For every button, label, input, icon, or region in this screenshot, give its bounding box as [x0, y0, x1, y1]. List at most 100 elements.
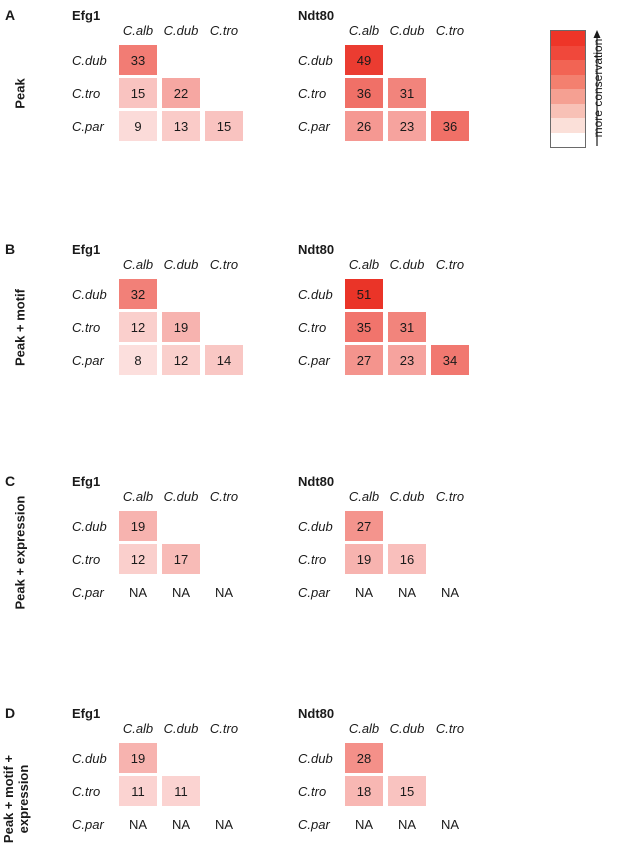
- heatmap-cell: 14: [205, 345, 243, 375]
- row-title-line: Peak: [12, 78, 28, 109]
- heatmap-cell: 17: [162, 544, 200, 574]
- na-label: NA: [440, 585, 460, 600]
- panel-letter: C: [5, 473, 16, 489]
- heatmap-cell: 51: [345, 279, 383, 309]
- legend-color-step: [551, 31, 585, 46]
- column-label: C.dub: [389, 257, 425, 272]
- heatmap-matrix: Ndt80 C.alb C.dub C.tro C.dub 51 C.tro 35 31 C.pa…: [298, 242, 538, 375]
- row-title-line: Peak + motif: [12, 289, 28, 366]
- color-scale-legend: [550, 30, 586, 148]
- heatmap-cell: 26: [345, 111, 383, 141]
- heatmap-cell: 36: [345, 78, 383, 108]
- na-label: NA: [214, 585, 234, 600]
- row-label: C.dub: [298, 287, 333, 302]
- matrix-title: Ndt80: [298, 474, 335, 489]
- legend-color-step: [551, 103, 585, 118]
- row-label: C.dub: [72, 287, 107, 302]
- na-label: NA: [128, 817, 148, 832]
- heatmap-cell: 15: [119, 78, 157, 108]
- column-label: C.alb: [122, 721, 154, 736]
- column-label: C.dub: [389, 23, 425, 38]
- row-label: C.tro: [298, 784, 327, 799]
- panel-letter: A: [5, 7, 16, 23]
- column-label: C.alb: [348, 721, 380, 736]
- heatmap-cell: 27: [345, 345, 383, 375]
- column-label: C.alb: [122, 23, 154, 38]
- matrix-title: Ndt80: [298, 242, 335, 257]
- panel-letter: B: [5, 241, 16, 257]
- heatmap-cell: 34: [431, 345, 469, 375]
- heatmap-matrix: Ndt80 C.alb C.dub C.tro C.dub 28 C.tro 18 15 C.pa…: [298, 706, 538, 836]
- column-label: C.dub: [163, 721, 199, 736]
- column-label: C.dub: [389, 489, 425, 504]
- row-label: C.par: [298, 119, 330, 134]
- legend-color-step: [551, 60, 585, 75]
- heatmap-cell: 28: [345, 743, 383, 773]
- row-label: C.par: [72, 353, 104, 368]
- row-label: C.tro: [298, 86, 327, 101]
- heatmap-cell: 27: [345, 511, 383, 541]
- column-label: C.alb: [122, 257, 154, 272]
- column-label: C.alb: [122, 489, 154, 504]
- row-label: C.tro: [72, 86, 101, 101]
- na-label: NA: [397, 817, 417, 832]
- na-label: NA: [440, 817, 460, 832]
- matrix-title: Ndt80: [298, 706, 335, 721]
- heatmap-matrix: Efg1 C.alb C.dub C.tro C.dub 33 C.tro 15 22 C.par…: [72, 8, 312, 141]
- column-label: C.dub: [163, 23, 199, 38]
- column-label: C.tro: [435, 489, 465, 504]
- column-label: C.tro: [209, 489, 239, 504]
- column-label: C.dub: [163, 489, 199, 504]
- matrix-title: Efg1: [72, 8, 101, 23]
- row-label: C.par: [298, 817, 330, 832]
- heatmap-cell: 23: [388, 111, 426, 141]
- row-title: Peak + expression: [13, 496, 28, 610]
- row-label: C.dub: [298, 53, 333, 68]
- row-label: C.dub: [72, 519, 107, 534]
- row-label: C.dub: [298, 751, 333, 766]
- matrix-title: Efg1: [72, 242, 101, 257]
- legend-label: more conservation: [591, 38, 605, 138]
- heatmap-cell: 19: [162, 312, 200, 342]
- row-title: Peak: [13, 44, 28, 144]
- heatmap-cell: 19: [119, 743, 157, 773]
- heatmap-cell: 15: [205, 111, 243, 141]
- heatmap-cell: 22: [162, 78, 200, 108]
- na-label: NA: [354, 817, 374, 832]
- row-label: C.tro: [298, 320, 327, 335]
- column-label: C.tro: [209, 257, 239, 272]
- heatmap-cell: 35: [345, 312, 383, 342]
- matrix-title: Efg1: [72, 474, 101, 489]
- row-label: C.tro: [298, 552, 327, 567]
- row-label: C.dub: [72, 53, 107, 68]
- panel-letter: D: [5, 705, 16, 721]
- heatmap-cell: 12: [119, 312, 157, 342]
- heatmap-matrix: Efg1 C.alb C.dub C.tro C.dub 19 C.tro 11 11 C.par…: [72, 706, 312, 836]
- heatmap-cell: 9: [119, 111, 157, 141]
- heatmap-matrix: Efg1 C.alb C.dub C.tro C.dub 32 C.tro 12 19 C.par…: [72, 242, 312, 375]
- na-label: NA: [354, 585, 374, 600]
- row-label: C.par: [72, 119, 104, 134]
- column-label: C.tro: [435, 23, 465, 38]
- column-label: C.tro: [435, 257, 465, 272]
- heatmap-cell: 12: [119, 544, 157, 574]
- column-label: C.tro: [435, 721, 465, 736]
- row-label: C.par: [72, 817, 104, 832]
- column-label: C.dub: [389, 721, 425, 736]
- heatmap-cell: 33: [119, 45, 157, 75]
- heatmap-cell: 49: [345, 45, 383, 75]
- heatmap-cell: 8: [119, 345, 157, 375]
- matrix-title: Ndt80: [298, 8, 335, 23]
- column-label: C.tro: [209, 721, 239, 736]
- column-label: C.alb: [348, 257, 380, 272]
- legend-color-step: [551, 89, 585, 104]
- heatmap-cell: 15: [388, 776, 426, 806]
- heatmap-matrix: Ndt80 C.alb C.dub C.tro C.dub 49 C.tro 36 31 C.pa…: [298, 8, 538, 141]
- heatmap-cell: 19: [119, 511, 157, 541]
- row-label: C.tro: [72, 784, 101, 799]
- arrow-up-icon: [593, 30, 601, 146]
- heatmap-cell: 11: [162, 776, 200, 806]
- heatmap-cell: 13: [162, 111, 200, 141]
- row-label: C.dub: [298, 519, 333, 534]
- na-label: NA: [171, 817, 191, 832]
